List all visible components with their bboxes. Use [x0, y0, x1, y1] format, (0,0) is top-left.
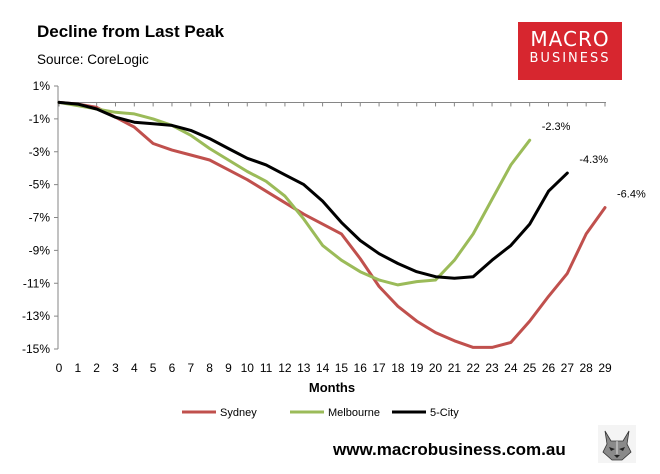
x-tick-label: 12 — [278, 361, 292, 375]
x-tick-label: 21 — [448, 361, 462, 375]
y-tick-label: -9% — [29, 243, 51, 257]
series-line-5-city — [57, 100, 569, 280]
x-tick-label: 6 — [169, 361, 176, 375]
x-tick-label: 18 — [391, 361, 405, 375]
x-tick-label: 20 — [429, 361, 443, 375]
legend-label-sydney: Sydney — [220, 407, 257, 419]
x-tick-label: 2 — [93, 361, 100, 375]
legend-label-5-city: 5-City — [430, 407, 459, 419]
x-tick-label: 28 — [579, 361, 593, 375]
x-tick-label: 11 — [260, 361, 273, 375]
x-tick-label: 25 — [523, 361, 537, 375]
x-tick-label: 0 — [56, 361, 63, 375]
y-tick-label: -15% — [22, 342, 50, 356]
x-tick-label: 7 — [187, 361, 194, 375]
x-tick-label: 5 — [150, 361, 157, 375]
x-tick-label: 9 — [225, 361, 232, 375]
y-tick-label: -13% — [22, 309, 50, 323]
end-label-5-city: -4.3% — [579, 154, 608, 166]
x-tick-label: 17 — [372, 361, 386, 375]
logo-line-2: BUSINESS — [529, 51, 611, 66]
x-tick-label: 26 — [542, 361, 556, 375]
y-tick-label: -3% — [29, 145, 51, 159]
y-tick-label: -5% — [29, 178, 51, 192]
y-tick-label: -1% — [29, 112, 51, 126]
end-label-sydney: -6.4% — [617, 189, 646, 201]
x-tick-label: 10 — [241, 361, 255, 375]
logo-line-1: MACRO — [530, 27, 610, 51]
chart-series: -6.4% -2.3% -4.3% — [57, 100, 646, 349]
x-tick-label: 15 — [335, 361, 349, 375]
x-tick-label: 19 — [410, 361, 424, 375]
chart-title: Decline from Last Peak — [37, 22, 225, 41]
x-tick-label: 29 — [598, 361, 612, 375]
x-tick-label: 8 — [206, 361, 213, 375]
legend-label-melbourne: Melbourne — [328, 407, 380, 419]
y-tick-label: -11% — [23, 276, 50, 290]
chart-legend: Sydney Melbourne 5-City — [182, 407, 459, 419]
end-label-melbourne: -2.3% — [542, 121, 571, 133]
x-tick-label: 4 — [131, 361, 138, 375]
macrobusiness-logo[interactable]: MACRO BUSINESS — [518, 22, 622, 80]
x-tick-label: 22 — [467, 361, 481, 375]
website-url[interactable]: www.macrobusiness.com.au — [333, 440, 566, 459]
chart-subtitle: Source: CoreLogic — [37, 52, 149, 67]
x-tick-label: 14 — [316, 361, 330, 375]
x-tick-label: 13 — [297, 361, 311, 375]
x-tick-label: 3 — [112, 361, 119, 375]
series-line-sydney — [57, 100, 607, 349]
x-tick-label: 24 — [504, 361, 518, 375]
x-tick-label: 16 — [354, 361, 368, 375]
x-tick-label: 23 — [485, 361, 499, 375]
y-tick-label: -7% — [29, 211, 51, 225]
chart-axes: 1%-1%-3%-5%-7%-9%-11%-13%-15%0 1 2 3 4 5 6 7 8 9 1… — [22, 79, 612, 395]
x-tick-label: 1 — [74, 361, 81, 375]
x-axis-title: Months — [309, 380, 355, 395]
series-line-melbourne — [57, 100, 532, 287]
y-tick-label: 1% — [33, 79, 51, 93]
wolf-icon — [598, 425, 636, 463]
x-tick-label: 27 — [561, 361, 575, 375]
